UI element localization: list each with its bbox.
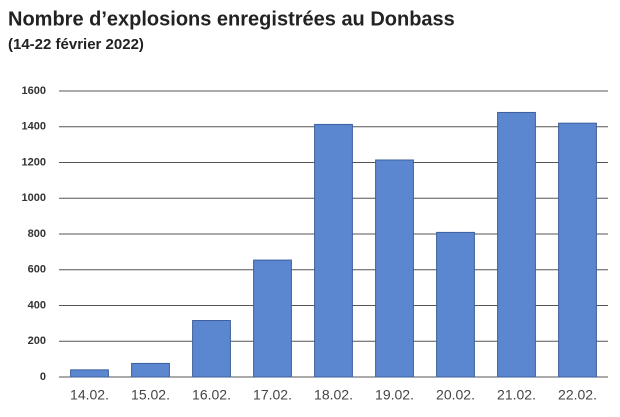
x-tick-label: 18.02. — [314, 387, 353, 403]
x-tick-label: 15.02. — [131, 387, 170, 403]
y-tick-label: 600 — [28, 264, 46, 276]
y-tick-label: 1400 — [22, 121, 46, 133]
bar — [558, 122, 597, 378]
bar — [192, 320, 231, 378]
bar — [314, 123, 353, 378]
chart-subtitle: (14-22 février 2022) — [8, 36, 144, 53]
chart-title: Nombre d’explosions enregistrées au Donb… — [8, 8, 455, 30]
y-tick-label: 200 — [28, 335, 46, 347]
y-tick-label: 1000 — [22, 192, 46, 204]
y-tick-label: 800 — [28, 228, 46, 240]
x-tick-label: 20.02. — [436, 387, 475, 403]
x-tick-label: 16.02. — [192, 387, 231, 403]
bar — [253, 259, 292, 378]
y-tick-label: 1200 — [22, 156, 46, 168]
bar — [436, 231, 475, 378]
y-tick-label: 0 — [40, 371, 46, 383]
bar — [497, 111, 536, 378]
x-tick-label: 21.02. — [497, 387, 536, 403]
y-tick-label: 400 — [28, 299, 46, 311]
bar — [375, 159, 414, 378]
bar — [131, 362, 170, 378]
x-tick-label: 22.02. — [558, 387, 597, 403]
x-tick-label: 14.02. — [70, 387, 109, 403]
y-tick-label: 1600 — [22, 85, 46, 97]
x-tick-label: 19.02. — [375, 387, 414, 403]
bar — [70, 369, 109, 378]
x-tick-label: 17.02. — [253, 387, 292, 403]
